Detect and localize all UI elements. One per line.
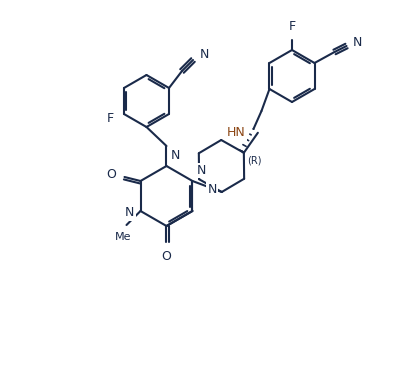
Text: O: O <box>107 168 116 182</box>
Text: HN: HN <box>227 126 246 139</box>
Text: N: N <box>200 47 209 61</box>
Text: Me: Me <box>115 232 132 242</box>
Text: N: N <box>196 164 206 177</box>
Text: N: N <box>208 183 217 197</box>
Text: N: N <box>171 149 180 162</box>
Text: O: O <box>162 250 171 263</box>
Text: F: F <box>288 20 295 33</box>
Text: (R): (R) <box>247 156 261 166</box>
Text: N: N <box>125 206 135 220</box>
Text: F: F <box>107 112 114 124</box>
Text: N: N <box>352 36 362 50</box>
